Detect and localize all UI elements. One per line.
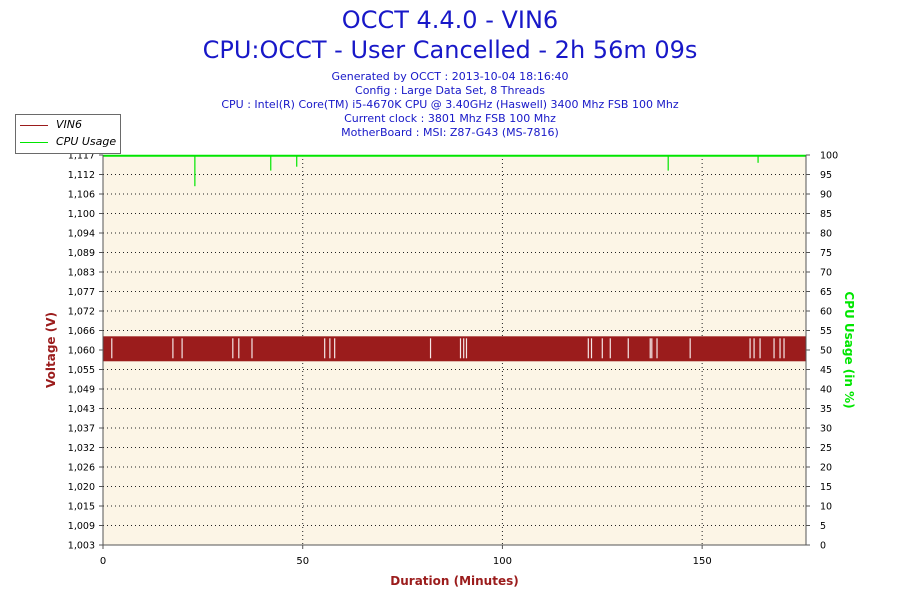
y2-tick-label: 100 — [820, 151, 838, 162]
y-tick-label: 1,020 — [68, 482, 95, 493]
y2-tick-label: 35 — [820, 404, 832, 415]
chart-title: OCCT 4.4.0 - VIN6 — [341, 6, 559, 34]
y2-tick-label: 15 — [820, 482, 832, 493]
chart-subtitle: CPU:OCCT - User Cancelled - 2h 56m 09s — [202, 36, 698, 64]
y2-tick-label: 30 — [820, 424, 832, 435]
legend-item-vin6: VIN6 — [16, 117, 120, 133]
y2-tick-label: 45 — [820, 365, 832, 376]
y2-tick-label: 75 — [820, 248, 832, 259]
y-tick-label: 1,015 — [68, 502, 95, 513]
y2-tick-label: 5 — [820, 521, 826, 532]
legend-item-cpu-usage: CPU Usage — [16, 134, 120, 150]
y2-tick-label: 25 — [820, 443, 832, 454]
y-tick-label: 1,003 — [68, 541, 95, 552]
y2-tick-label: 50 — [820, 346, 832, 357]
info-generated: Generated by OCCT : 2013-10-04 18:16:40 — [331, 70, 569, 83]
y2-tick-label: 60 — [820, 307, 832, 318]
y-tick-label: 1,106 — [68, 190, 95, 201]
y2-tick-label: 90 — [820, 190, 832, 201]
y-tick-label: 1,055 — [68, 365, 95, 376]
y2-tick-label: 95 — [820, 170, 832, 181]
info-config: Config : Large Data Set, 8 Threads — [355, 84, 545, 97]
y2-tick-label: 55 — [820, 326, 832, 337]
legend-swatch-cpu-usage — [20, 142, 48, 143]
legend: VIN6 CPU Usage — [15, 114, 121, 154]
y-tick-label: 1,083 — [68, 268, 95, 279]
x-tick-label: 0 — [100, 556, 106, 567]
vin6-band — [103, 336, 806, 362]
y-tick-label: 1,117 — [68, 151, 95, 162]
y-tick-label: 1,049 — [68, 385, 95, 396]
x-tick-label: 150 — [693, 556, 712, 567]
y-tick-label: 1,077 — [68, 287, 95, 298]
x-axis-title: Duration (Minutes) — [390, 574, 518, 588]
y-tick-label: 1,089 — [68, 248, 95, 259]
y2-tick-label: 0 — [820, 541, 826, 552]
y2-tick-label: 70 — [820, 268, 832, 279]
legend-label-vin6: VIN6 — [56, 118, 82, 131]
y2-axis-title: CPU Usage (in %) — [842, 291, 856, 408]
y-tick-label: 1,026 — [68, 463, 95, 474]
y2-tick-label: 10 — [820, 502, 832, 513]
y-tick-label: 1,037 — [68, 424, 95, 435]
y2-tick-label: 80 — [820, 229, 832, 240]
y2-tick-label: 65 — [820, 287, 832, 298]
y-axis-title: Voltage (V) — [44, 312, 58, 388]
y-tick-label: 1,032 — [68, 443, 95, 454]
info-cpu: CPU : Intel(R) Core(TM) i5-4670K CPU @ 3… — [221, 98, 679, 111]
y-tick-label: 1,060 — [68, 346, 95, 357]
y-tick-label: 1,094 — [68, 229, 95, 240]
y-tick-label: 1,009 — [68, 521, 95, 532]
y2-tick-label: 85 — [820, 209, 832, 220]
y-tick-label: 1,072 — [68, 307, 95, 318]
y2-tick-label: 20 — [820, 463, 832, 474]
x-tick-label: 50 — [296, 556, 309, 567]
x-tick-label: 100 — [493, 556, 512, 567]
legend-label-cpu-usage: CPU Usage — [56, 135, 117, 148]
info-motherboard: MotherBoard : MSI: Z87-G43 (MS-7816) — [341, 126, 559, 139]
y-tick-label: 1,112 — [68, 170, 95, 181]
y-tick-label: 1,100 — [68, 209, 95, 220]
info-clock: Current clock : 3801 Mhz FSB 100 Mhz — [344, 112, 556, 125]
y-tick-label: 1,066 — [68, 326, 95, 337]
legend-swatch-vin6 — [20, 125, 48, 126]
y-tick-label: 1,043 — [68, 404, 95, 415]
y2-tick-label: 40 — [820, 385, 832, 396]
